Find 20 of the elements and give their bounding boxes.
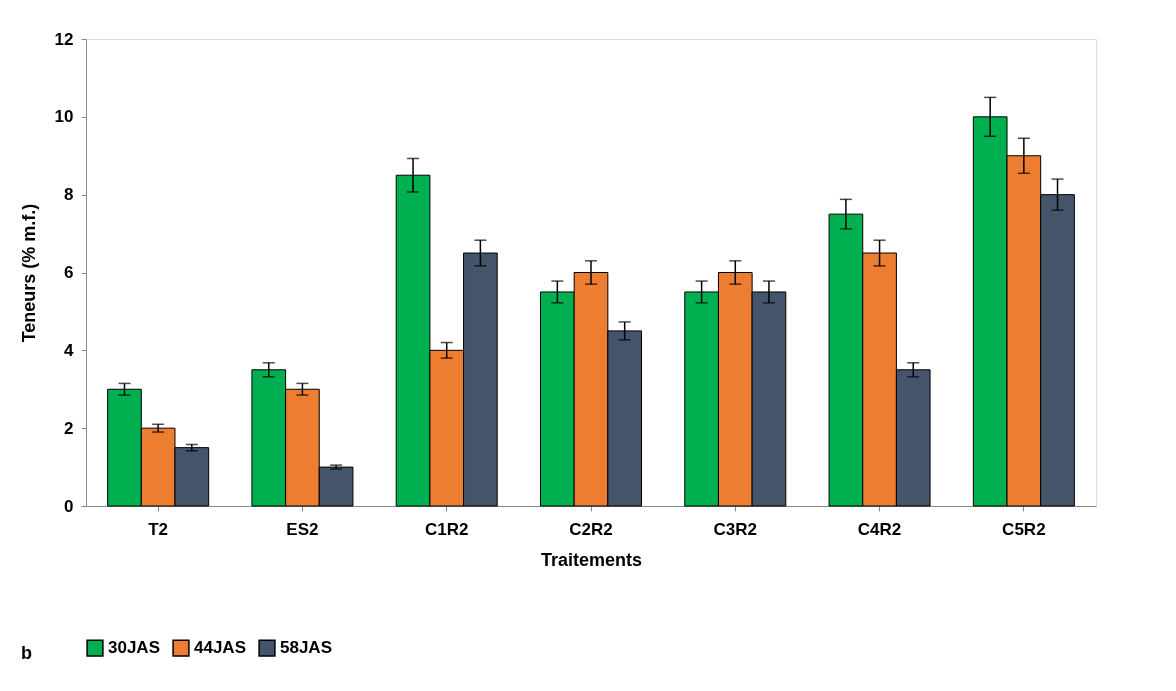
y-tick-label: 4 bbox=[64, 340, 75, 360]
y-tick-label: 10 bbox=[54, 107, 74, 127]
legend-label: 58JAS bbox=[280, 638, 332, 658]
y-tick-label: 0 bbox=[64, 496, 74, 516]
x-tick-label: C2R2 bbox=[569, 519, 613, 539]
x-tick-label: C5R2 bbox=[1002, 519, 1046, 539]
legend-label: 30JAS bbox=[108, 638, 160, 658]
x-axis-title: Traitements bbox=[540, 549, 643, 570]
y-tick-label: 12 bbox=[54, 29, 74, 49]
y-axis-title: Teneurs (% m.f.) bbox=[18, 203, 39, 343]
x-tick-label: C1R2 bbox=[424, 519, 469, 539]
x-tick-label: C3R2 bbox=[713, 519, 758, 539]
text: b bbox=[21, 643, 32, 663]
x-tick-label: C4R2 bbox=[857, 519, 902, 539]
x-tick-label: T2 bbox=[148, 519, 169, 539]
y-tick-label: 8 bbox=[64, 185, 74, 205]
y-tick-label: 6 bbox=[64, 263, 74, 282]
x-tick-label: ES2 bbox=[286, 519, 319, 539]
legend-label: 44JAS bbox=[194, 638, 246, 658]
y-tick-label: 2 bbox=[64, 418, 74, 438]
